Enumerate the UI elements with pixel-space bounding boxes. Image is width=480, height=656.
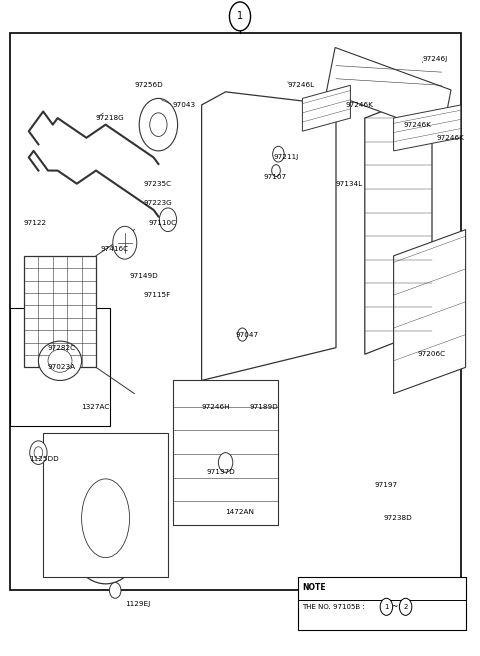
Circle shape xyxy=(218,453,233,472)
Text: 97047: 97047 xyxy=(235,331,258,338)
Text: 1327AC: 1327AC xyxy=(82,403,110,410)
Polygon shape xyxy=(202,92,336,380)
Circle shape xyxy=(150,113,167,136)
Bar xyxy=(326,47,451,134)
Text: 1472AN: 1472AN xyxy=(226,508,254,515)
Text: 97137D: 97137D xyxy=(206,469,235,476)
Circle shape xyxy=(30,441,47,464)
Text: 97246K: 97246K xyxy=(346,102,373,108)
Text: 97246J: 97246J xyxy=(422,56,448,62)
Text: 97223G: 97223G xyxy=(144,200,173,207)
Text: 97110C: 97110C xyxy=(149,220,177,226)
Ellipse shape xyxy=(82,479,130,558)
Text: 97149D: 97149D xyxy=(130,272,158,279)
Text: NOTE: NOTE xyxy=(302,583,326,592)
Text: 1129EJ: 1129EJ xyxy=(125,600,150,607)
Bar xyxy=(10,308,110,426)
Circle shape xyxy=(159,208,177,232)
Text: 97246K: 97246K xyxy=(403,121,431,128)
Bar xyxy=(24,256,96,367)
Text: 97115F: 97115F xyxy=(144,292,171,298)
Text: ~: ~ xyxy=(391,602,398,611)
Text: 97238D: 97238D xyxy=(384,515,413,522)
Text: 97282C: 97282C xyxy=(48,344,76,351)
Text: 1: 1 xyxy=(237,11,243,22)
Circle shape xyxy=(229,2,251,31)
Circle shape xyxy=(113,226,137,259)
Text: 97122: 97122 xyxy=(24,220,47,226)
Text: 97197: 97197 xyxy=(374,482,397,489)
Text: 97023A: 97023A xyxy=(48,364,76,371)
Text: 97206C: 97206C xyxy=(418,351,446,358)
Text: 1: 1 xyxy=(384,604,389,610)
Circle shape xyxy=(273,146,284,162)
Polygon shape xyxy=(365,92,432,354)
Circle shape xyxy=(34,447,43,459)
Text: 97235C: 97235C xyxy=(144,180,172,187)
Bar xyxy=(173,380,278,525)
Polygon shape xyxy=(394,105,461,151)
Circle shape xyxy=(139,98,178,151)
Text: 1125DD: 1125DD xyxy=(29,456,59,462)
Circle shape xyxy=(109,583,121,598)
Text: 97189D: 97189D xyxy=(250,403,278,410)
Text: 97246K: 97246K xyxy=(437,134,465,141)
Circle shape xyxy=(238,328,247,341)
Text: 97211J: 97211J xyxy=(274,154,299,161)
Text: 97416C: 97416C xyxy=(101,246,129,253)
Bar xyxy=(10,33,461,590)
Bar xyxy=(298,577,466,630)
Circle shape xyxy=(399,598,412,615)
Polygon shape xyxy=(394,230,466,394)
Text: 97246H: 97246H xyxy=(202,403,230,410)
Text: 97256D: 97256D xyxy=(134,82,163,89)
Text: 97043: 97043 xyxy=(173,102,196,108)
Ellipse shape xyxy=(38,341,82,380)
Text: 97134L: 97134L xyxy=(336,180,363,187)
Polygon shape xyxy=(302,85,350,131)
Circle shape xyxy=(272,165,280,176)
Ellipse shape xyxy=(62,453,149,584)
Bar xyxy=(43,433,168,577)
Ellipse shape xyxy=(48,349,72,373)
Text: 97246L: 97246L xyxy=(288,82,315,89)
Text: 2: 2 xyxy=(403,604,408,610)
Text: 97218G: 97218G xyxy=(96,115,125,121)
Text: 97107: 97107 xyxy=(264,174,287,180)
Text: THE NO. 97105B :: THE NO. 97105B : xyxy=(302,604,365,610)
Circle shape xyxy=(380,598,393,615)
